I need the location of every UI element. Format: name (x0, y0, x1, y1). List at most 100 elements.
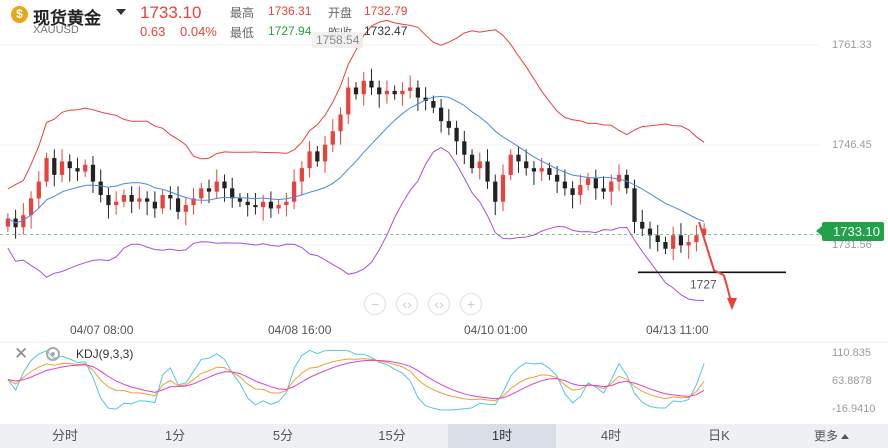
close-icon[interactable]: ✕ (14, 344, 29, 363)
candle-body (330, 131, 335, 145)
tab-15min[interactable]: 15分 (378, 428, 406, 443)
candle-body (508, 154, 513, 175)
forecast-arrowhead (727, 298, 737, 310)
low-label: 最低 (230, 26, 255, 40)
tab-daily[interactable]: 日K (708, 428, 730, 443)
candle-body (28, 198, 34, 216)
candle-body (524, 161, 529, 169)
price-axis-tick: 1746.45 (832, 139, 872, 151)
price-axis-tick: 1761.33 (832, 39, 872, 51)
scroll-left-button[interactable]: ‹› (396, 293, 418, 315)
zoom-controls: − ‹› ‹› + (364, 293, 482, 315)
scroll-right-button[interactable]: ‹› (428, 293, 450, 315)
candle-body (98, 181, 103, 196)
zoom-in-button[interactable]: + (460, 293, 482, 315)
period-high-marker: 1758.54 (312, 32, 364, 48)
candle-body (106, 195, 111, 206)
candle-body (183, 205, 188, 212)
candle-body (160, 195, 165, 209)
forecast-arrow-path (698, 221, 725, 277)
candle-body (299, 168, 304, 182)
candle-body (408, 87, 413, 91)
candle-body (44, 158, 49, 182)
candle-body (353, 87, 359, 95)
candle-body (75, 168, 80, 172)
candle-body (361, 80, 366, 95)
candle-body (346, 87, 351, 115)
price-axis-tick: 1731.56 (832, 239, 872, 251)
price-change-percent: 0.04% (180, 24, 217, 39)
tab-4hour[interactable]: 4时 (600, 428, 622, 443)
price-chart[interactable]: 1761.33 1746.45 1731.56 04/07 08:00 04/08 16… (0, 0, 888, 424)
kdj-axis-tick: 110.835 (832, 347, 871, 359)
tab-5min[interactable]: 5分 (272, 428, 294, 443)
candle-body (114, 201, 119, 206)
middle-band-line (7, 95, 705, 224)
kdj-toolbar: ✕ KDJ(9,3,3) (14, 344, 134, 363)
candle-body (230, 188, 235, 199)
gear-icon[interactable] (46, 347, 60, 361)
candle-body (562, 181, 568, 189)
tab-timeshare[interactable]: 分时 (51, 428, 78, 443)
candle-body (152, 201, 157, 209)
candle-body (307, 151, 312, 169)
candle-body (678, 235, 684, 246)
instrument-symbol: XAUUSD (33, 24, 79, 36)
open-label: 开盘 (328, 6, 353, 20)
candle-body (555, 174, 560, 182)
low-value: 1727.94 (268, 24, 312, 38)
candle-body (609, 181, 614, 192)
zoom-out-button[interactable]: − (364, 293, 386, 315)
candle-body (454, 127, 459, 142)
candle-body (206, 188, 212, 192)
chevron-down-icon[interactable] (116, 9, 126, 15)
price-change: 0.63 (140, 24, 166, 39)
time-axis-tick: 04/13 11:00 (646, 323, 709, 337)
candle-body (369, 80, 374, 88)
candle-body (593, 178, 598, 189)
more-menu[interactable]: 更多 (814, 424, 850, 448)
candle-body (144, 198, 150, 202)
candle-body (214, 181, 219, 192)
candle-body (121, 195, 127, 202)
candle-body (585, 178, 591, 185)
candle-body (477, 161, 482, 169)
timeframe-tabs: 分时 1分 5分 15分 1时 4时 日K 更多 (0, 424, 888, 448)
candle-body (137, 198, 142, 202)
candle-body (446, 121, 451, 128)
gold-coin-icon: $ (11, 6, 28, 23)
candle-body (261, 201, 266, 208)
candle-body (462, 141, 467, 155)
quote-header: $ 现货黄金 XAUUSD 1733.10 0.63 0.04% 最高 1736… (0, 0, 888, 40)
candle-body (5, 218, 10, 227)
high-value: 1736.31 (268, 4, 312, 18)
time-axis-tick: 04/08 16:00 (268, 323, 332, 337)
candle-body (663, 242, 668, 249)
more-label: 更多 (814, 429, 839, 443)
candle-body (640, 221, 645, 229)
candle-body (493, 181, 498, 202)
candle-body (539, 168, 544, 172)
high-label: 最高 (230, 6, 255, 20)
candle-body (21, 215, 26, 228)
tab-1min[interactable]: 1分 (164, 428, 186, 443)
candle-body (570, 188, 575, 196)
candle-body (253, 205, 258, 208)
candle-body (83, 164, 88, 172)
candle-body (392, 90, 397, 95)
candle-body (694, 235, 699, 243)
candle-body (291, 181, 297, 202)
candle-body (67, 161, 72, 169)
candle-body (655, 235, 660, 243)
candle-body (531, 168, 537, 172)
candle-body (268, 201, 274, 209)
candle-body (175, 198, 181, 212)
time-axis-tick: 04/07 08:00 (70, 323, 134, 337)
kdj-label[interactable]: KDJ(9,3,3) (76, 347, 134, 361)
candle-body (485, 161, 490, 182)
lower-band-line (7, 147, 705, 301)
tab-1hour[interactable]: 1时 (448, 424, 556, 448)
candle-body (647, 228, 653, 236)
caret-up-icon (841, 434, 850, 440)
instrument-name[interactable]: 现货黄金 (33, 9, 101, 28)
